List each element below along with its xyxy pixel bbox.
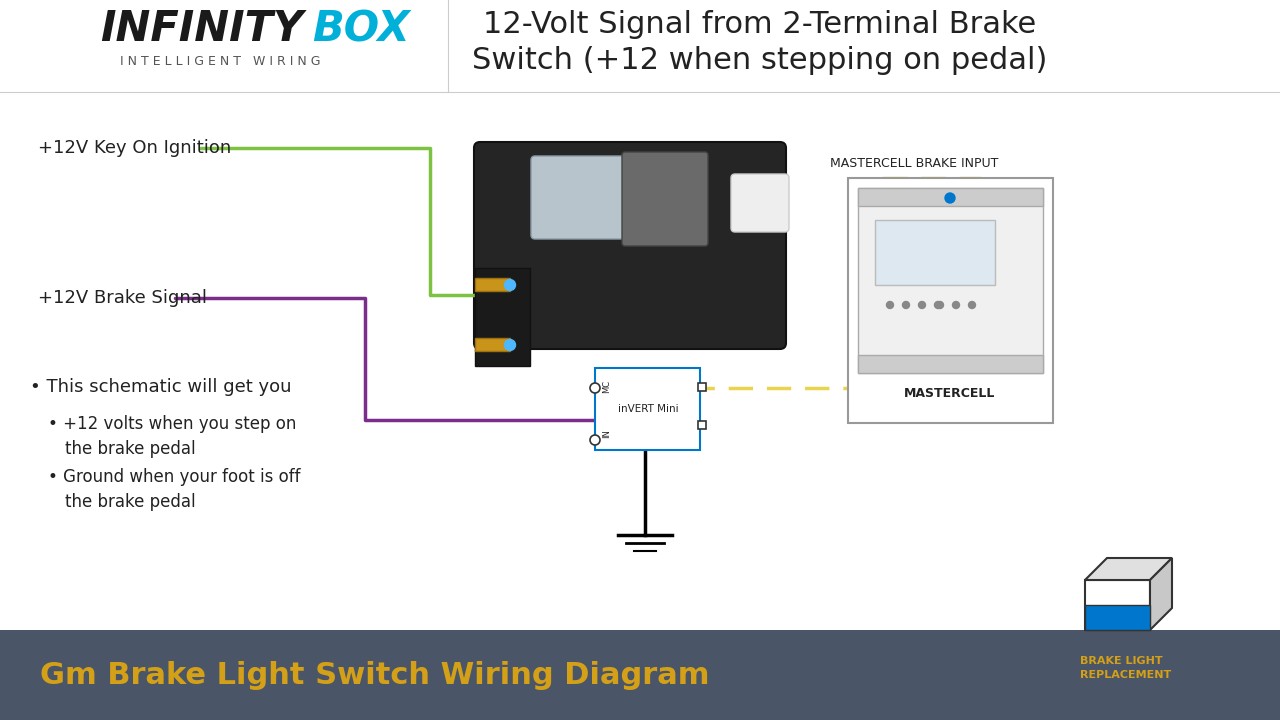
Bar [698,383,707,391]
Bar [0,630,1280,720]
Bar [475,278,509,291]
Text: • Ground when your foot is off: • Ground when your foot is off [49,468,301,486]
Bar [858,188,1043,373]
Polygon shape [1085,605,1149,630]
Text: Gm Brake Light Switch Wiring Diagram: Gm Brake Light Switch Wiring Diagram [40,660,709,690]
Text: +12V Brake Signal: +12V Brake Signal [38,289,207,307]
Bar [849,178,1053,423]
Text: BRAKE LIGHT
REPLACEMENT: BRAKE LIGHT REPLACEMENT [1080,657,1171,680]
Circle shape [945,193,955,203]
Polygon shape [1085,580,1149,630]
Text: the brake pedal: the brake pedal [65,440,196,458]
FancyBboxPatch shape [531,156,634,239]
Circle shape [590,383,600,393]
Polygon shape [1149,558,1172,630]
Text: BOX: BOX [312,8,410,50]
Bar [475,338,509,351]
Circle shape [937,302,943,308]
Bar [876,220,995,285]
Text: MASTERCELL BRAKE INPUT: MASTERCELL BRAKE INPUT [829,157,998,170]
Text: MASTERCELL: MASTERCELL [904,387,996,400]
Circle shape [504,340,516,351]
Text: the brake pedal: the brake pedal [65,493,196,511]
Circle shape [504,279,516,290]
Text: MC: MC [602,380,611,393]
FancyBboxPatch shape [731,174,788,232]
Circle shape [919,302,925,308]
Text: • This schematic will get you: • This schematic will get you [29,378,292,396]
Circle shape [934,302,942,308]
Text: +12V Key On Ignition: +12V Key On Ignition [38,139,232,157]
Bar [858,355,1043,373]
Circle shape [887,302,893,308]
Text: • +12 volts when you step on: • +12 volts when you step on [49,415,297,433]
Circle shape [590,435,600,445]
Text: inVERT Mini: inVERT Mini [618,404,678,414]
FancyBboxPatch shape [622,152,708,246]
Text: INFINITY: INFINITY [100,8,303,50]
Bar [475,268,530,366]
Text: 12-Volt Signal from 2-Terminal Brake
Switch (+12 when stepping on pedal): 12-Volt Signal from 2-Terminal Brake Swi… [472,10,1048,75]
FancyBboxPatch shape [474,142,786,349]
Circle shape [952,302,960,308]
Text: IN: IN [602,429,611,438]
Bar [698,421,707,429]
Polygon shape [1085,558,1172,580]
Bar [595,368,700,450]
Text: I N T E L L I G E N T   W I R I N G: I N T E L L I G E N T W I R I N G [120,55,320,68]
Circle shape [969,302,975,308]
Bar [858,188,1043,206]
Circle shape [902,302,910,308]
